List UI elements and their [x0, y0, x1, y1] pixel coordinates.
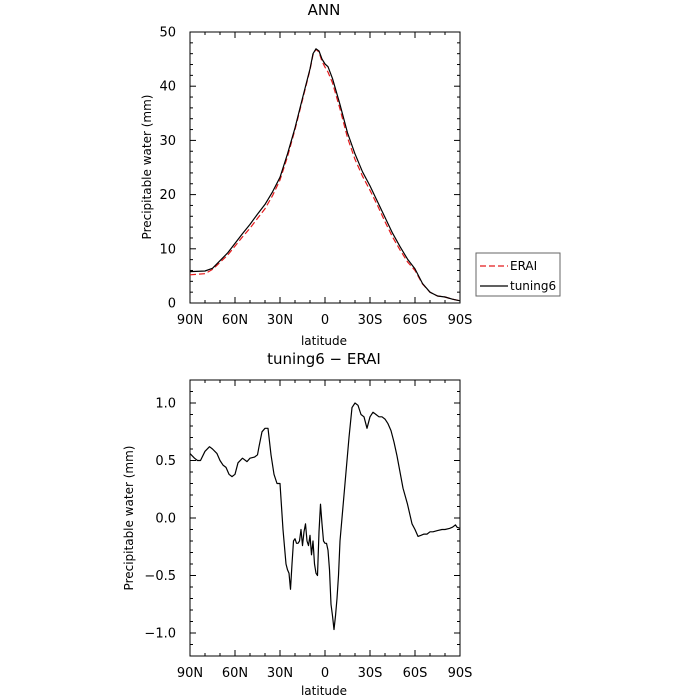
legend-box — [475, 252, 561, 297]
chart2-x-tick-label: 60N — [222, 666, 248, 681]
chart1-y-tick-label: 30 — [159, 134, 176, 149]
chart1-x-tick-label: 90N — [177, 313, 203, 328]
chart1-x-axis-label: latitude — [301, 334, 347, 348]
chart2-x-tick-label: 90N — [177, 666, 203, 681]
chart1-y-tick-label: 0 — [168, 297, 176, 312]
chart1-legend: ERAI tuning6 — [475, 252, 561, 297]
chart2-y-tick-label: 1.0 — [155, 397, 176, 412]
chart2-y-tick-label: 0.5 — [155, 454, 176, 469]
chart1-plot: 90N 60N 30N 0 30S 60S 90S 0 10 20 30 40 50 — [159, 26, 472, 329]
chart1-x-tick-label: 90S — [448, 313, 473, 328]
chart1-y-tick-label: 40 — [159, 80, 176, 95]
chart2-x-tick-label: 0 — [321, 666, 329, 681]
chart2-plot: 90N 60N 30N 0 30S 60S 90S −1.0 −0.5 0.0 0.5 1.0 — [144, 379, 473, 681]
chart1-x-tick-label: 30N — [267, 313, 293, 328]
chart2-x-tick-label: 90S — [448, 666, 473, 681]
chart2-frame — [189, 379, 461, 657]
chart2-x-tick-label: 30N — [267, 666, 293, 681]
chart1-frame — [189, 31, 461, 304]
chart1-x-tick-label: 60S — [403, 313, 428, 328]
chart2-series-difference-line — [189, 402, 461, 631]
chart2-title: tuning6 − ERAI — [267, 350, 381, 368]
chart1-series-tuning6-line — [189, 48, 461, 302]
chart1-y-tick-label: 20 — [159, 188, 176, 203]
chart1-y-axis-label: Precipitable water (mm) — [140, 95, 154, 240]
chart2-y-tick-label: −0.5 — [144, 569, 176, 584]
chart1-x-tick-label: 60N — [222, 313, 248, 328]
chart2-x-tick-label: 60S — [403, 666, 428, 681]
chart2-y-tick-label: 0.0 — [155, 512, 176, 527]
legend-label-tuning6: tuning6 — [510, 279, 556, 293]
chart1-x-tick-label: 30S — [358, 313, 383, 328]
chart2-x-axis-label: latitude — [301, 684, 347, 698]
chart2-x-tick-label: 30S — [358, 666, 383, 681]
chart1-x-tick-label: 0 — [321, 313, 329, 328]
chart1-title: ANN — [308, 1, 341, 19]
chart1-series-erai-line — [189, 48, 461, 302]
chart2-y-tick-label: −1.0 — [144, 627, 176, 642]
legend-label-erai: ERAI — [510, 259, 537, 273]
chart1-y-tick-label: 10 — [159, 242, 176, 257]
chart2-y-axis-label: Precipitable water (mm) — [122, 446, 136, 591]
chart1-y-tick-label: 50 — [159, 26, 176, 41]
